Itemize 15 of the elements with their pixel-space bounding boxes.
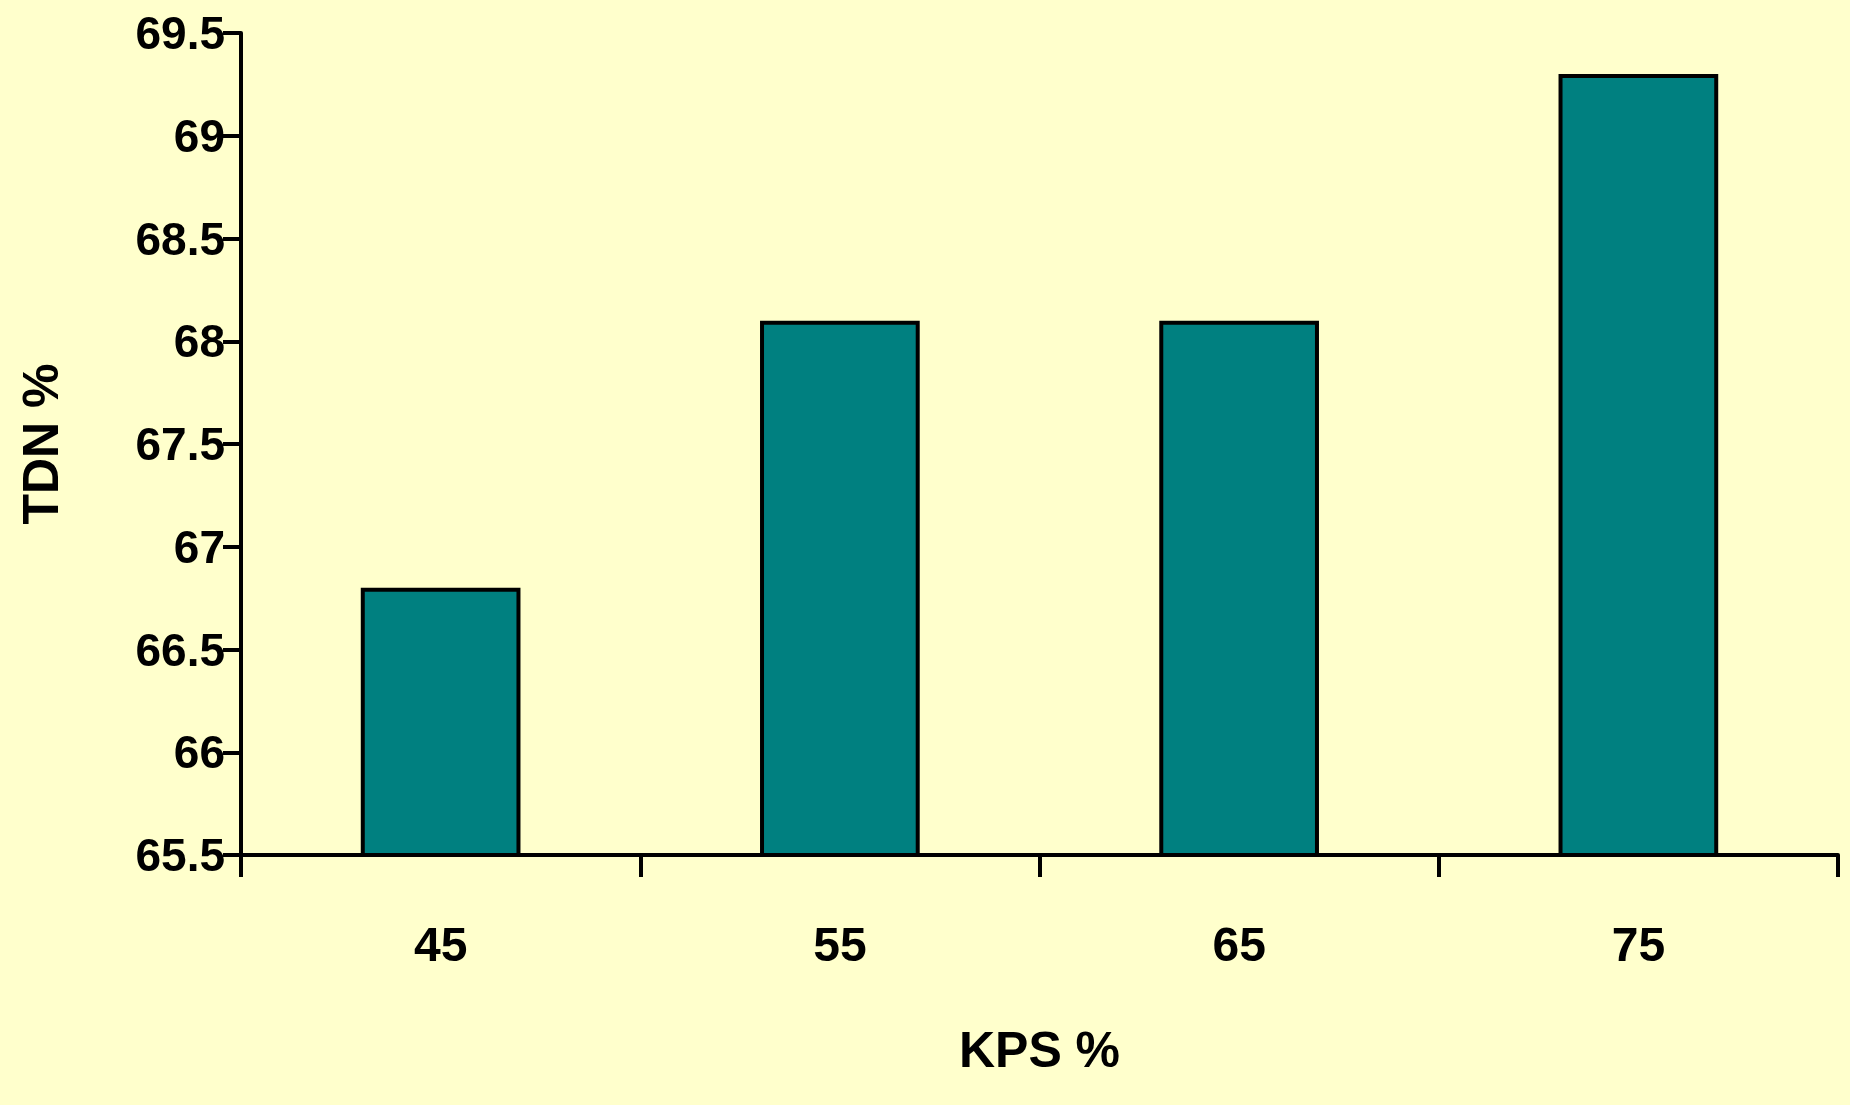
y-tick-label: 65.5 — [135, 829, 225, 881]
y-tick-label: 67.5 — [135, 418, 225, 470]
x-tick-label: 65 — [1212, 917, 1266, 971]
y-tick-label: 68 — [173, 315, 225, 368]
y-tick-label: 66 — [173, 726, 225, 779]
y-tick-label: 68.5 — [135, 212, 225, 265]
y-tick-label: 69 — [173, 109, 225, 162]
y-tick-label: 69.5 — [135, 7, 225, 59]
y-axis-title: TDN % — [13, 363, 69, 525]
x-tick-label: 45 — [413, 917, 468, 971]
x-axis-title: KPS % — [958, 1022, 1121, 1078]
y-tick-label: 66.5 — [135, 623, 225, 676]
x-tick-label: 75 — [1611, 917, 1666, 971]
x-tick-label: 55 — [813, 917, 867, 971]
y-tick-label: 67 — [173, 520, 225, 573]
